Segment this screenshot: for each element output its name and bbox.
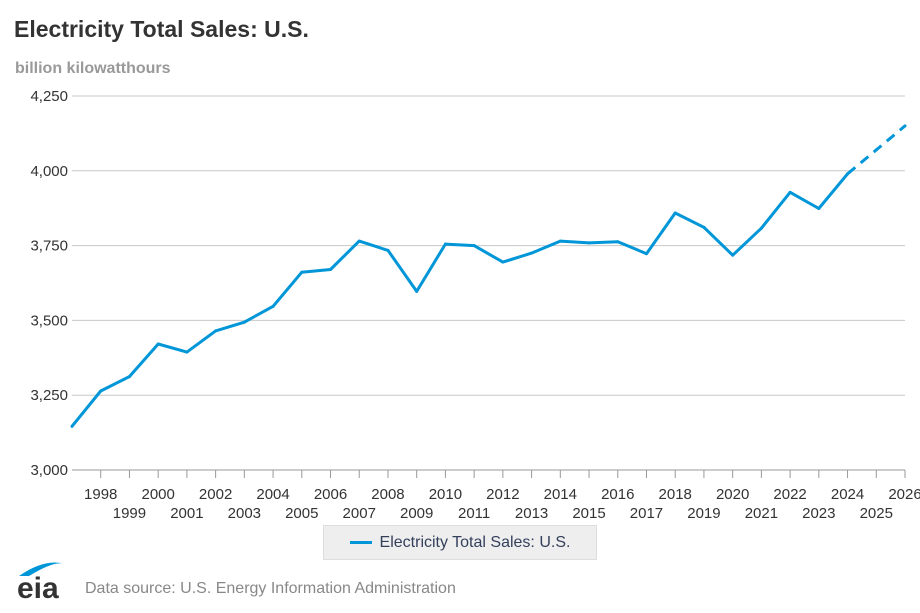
x-tick-label: 2018 [659, 486, 692, 503]
data-point [271, 304, 275, 308]
data-point [903, 124, 907, 128]
x-tick-label: 2011 [458, 505, 490, 522]
x-tick-label: 2005 [285, 505, 318, 522]
data-point [329, 268, 333, 272]
legend-label: Electricity Total Sales: U.S. [379, 533, 571, 551]
data-point [156, 342, 160, 346]
x-tick-label: 2016 [601, 486, 634, 503]
x-tick-label: 2019 [687, 505, 720, 522]
x-tick-label: 2022 [773, 486, 806, 503]
data-point [214, 329, 218, 333]
x-tick-label: 2025 [860, 505, 893, 522]
data-point [759, 226, 763, 230]
x-tick-label: 2013 [515, 505, 548, 522]
data-point [874, 148, 878, 152]
data-point [616, 240, 620, 244]
y-tick-label: 4,000 [30, 163, 68, 180]
x-tick-label: 2008 [371, 486, 404, 503]
data-source: Data source: U.S. Energy Information Adm… [85, 580, 456, 597]
x-tick-label: 2024 [831, 486, 864, 503]
legend-swatch [349, 541, 372, 544]
x-tick-label: 2001 [170, 505, 203, 522]
data-point [185, 350, 189, 354]
y-tick-label: 3,500 [30, 312, 68, 329]
y-tick-label: 3,750 [30, 238, 68, 255]
x-tick-label: 2003 [228, 505, 261, 522]
y-axis-unit-label: billion kilowatthours [15, 60, 171, 77]
x-tick-label: 2006 [314, 486, 347, 503]
data-point [501, 260, 505, 264]
data-point [127, 375, 131, 379]
data-point [731, 253, 735, 257]
x-tick-label: 1998 [84, 486, 117, 503]
series-line-history [70, 172, 849, 428]
x-tick-label: 2009 [400, 505, 433, 522]
x-tick-label: 2023 [802, 505, 835, 522]
x-tick-label: 2000 [141, 486, 174, 503]
data-point [242, 320, 246, 324]
x-tick-label: 2014 [544, 486, 577, 503]
x-tick-label: 2002 [199, 486, 232, 503]
chart-title: Electricity Total Sales: U.S. [14, 16, 309, 42]
data-point [817, 206, 821, 210]
y-tick-label: 3,250 [30, 387, 68, 404]
data-point [472, 244, 476, 248]
svg-text:eia: eia [17, 572, 59, 603]
eia-logo: eia [17, 562, 65, 603]
y-tick-label: 4,250 [30, 88, 68, 105]
x-tick-label: 2026 [888, 486, 920, 503]
data-point [70, 424, 74, 428]
data-point [386, 248, 390, 252]
data-point [702, 225, 706, 229]
y-tick-label: 3,000 [30, 462, 68, 479]
data-point [443, 242, 447, 246]
data-point [415, 289, 419, 293]
x-tick-label: 2020 [716, 486, 749, 503]
data-point [357, 239, 361, 243]
data-point [846, 172, 850, 176]
legend[interactable]: Electricity Total Sales: U.S. [323, 525, 597, 560]
x-tick-label: 2007 [343, 505, 376, 522]
data-point [99, 389, 103, 393]
data-point [644, 252, 648, 256]
x-tick-label: 2017 [630, 505, 663, 522]
data-point [558, 239, 562, 243]
x-tick-label: 1999 [113, 505, 146, 522]
data-point [788, 190, 792, 194]
x-tick-label: 2015 [572, 505, 605, 522]
x-tick-label: 2021 [745, 505, 778, 522]
data-point [673, 211, 677, 215]
x-tick-label: 2004 [256, 486, 289, 503]
data-point [530, 251, 534, 255]
data-point [587, 241, 591, 245]
x-tick-label: 2010 [429, 486, 462, 503]
data-point [300, 270, 304, 274]
x-tick-label: 2012 [486, 486, 519, 503]
